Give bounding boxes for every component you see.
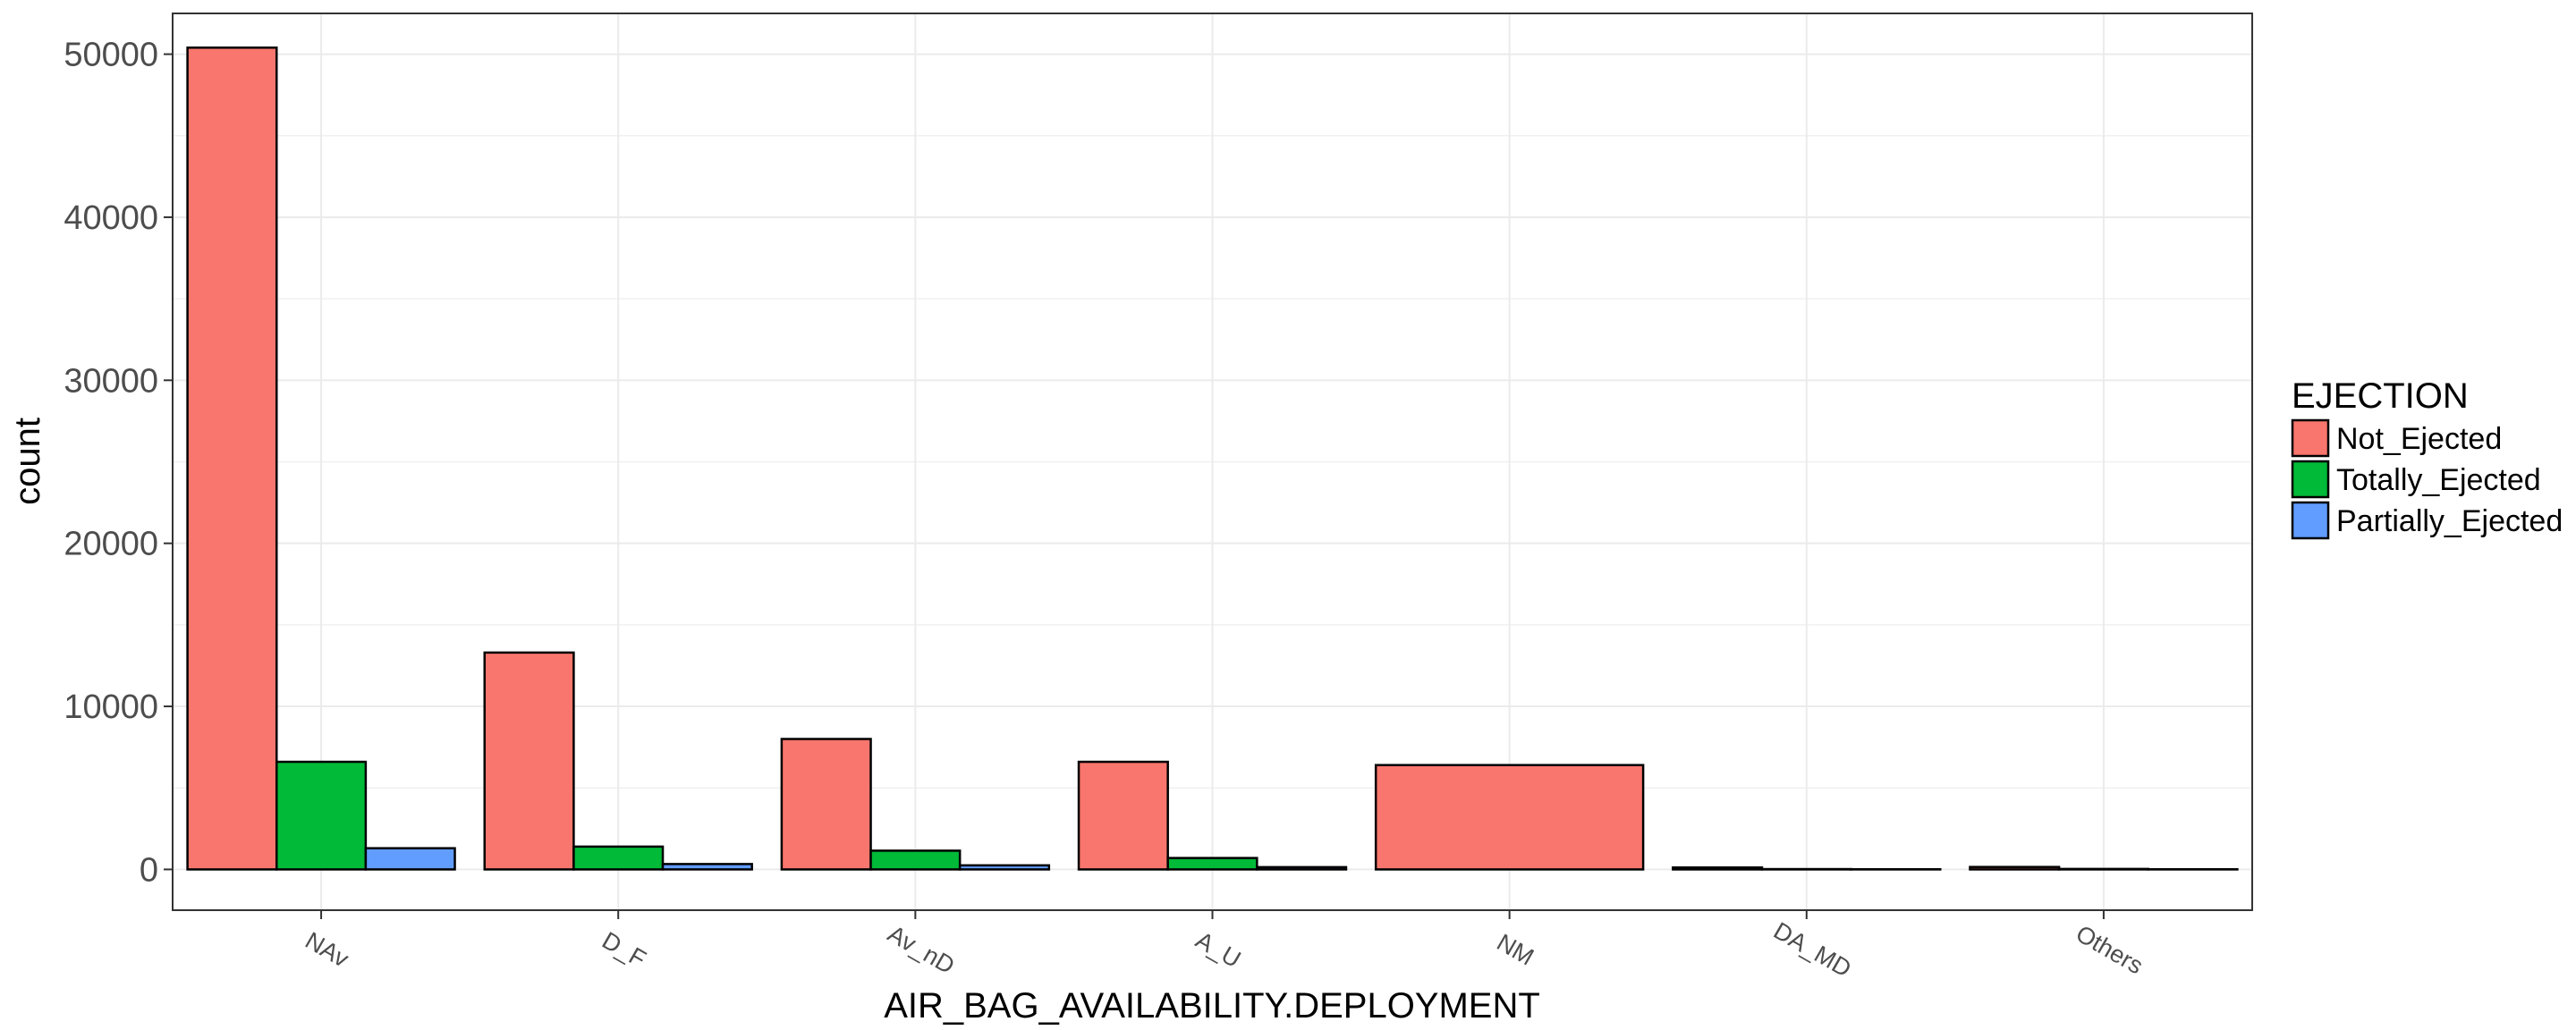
bar-av-nd-not-ejected <box>780 738 872 871</box>
bar-nav-totally-ejected <box>275 760 368 871</box>
x-axis: NAv D_F Av_nD A_U NM DA_MD Others <box>301 910 2148 983</box>
grid-lines <box>173 13 2252 910</box>
legend-swatch-totally-ejected <box>2291 460 2330 499</box>
bar-a-u-partially-ejected <box>1256 865 1348 871</box>
bar-av-nd-partially-ejected <box>958 864 1051 871</box>
bar-nav-partially-ejected <box>364 847 456 871</box>
x-tick-label: A_U <box>1191 926 1245 973</box>
bar-nm-not-ejected <box>1374 764 1645 871</box>
x-tick-label: D_F <box>597 926 650 972</box>
legend-swatch-partially-ejected <box>2291 501 2330 540</box>
y-axis: 0 10000 20000 30000 40000 50000 <box>64 37 173 889</box>
legend: EJECTION Not_Ejected Totally_Ejected Parti… <box>2291 376 2563 540</box>
legend-swatch-not-ejected <box>2291 418 2330 458</box>
x-axis-title: AIR_BAG_AVAILABILITY.DEPLOYMENT <box>884 986 1540 1026</box>
y-axis-title: count <box>8 418 47 505</box>
bar-others-totally-ejected <box>2057 867 2150 871</box>
legend-label-totally-ejected: Totally_Ejected <box>2336 463 2541 497</box>
x-tick-label: DA_MD <box>1769 917 1856 983</box>
bars <box>186 46 2239 871</box>
bar-da-md-not-ejected <box>1672 865 1764 871</box>
y-tick-label: 50000 <box>64 37 158 74</box>
legend-label-not-ejected: Not_Ejected <box>2336 422 2502 456</box>
x-tick-label: Av_nD <box>883 920 959 979</box>
bar-d-f-not-ejected <box>483 651 575 871</box>
bar-av-nd-totally-ejected <box>869 849 962 871</box>
y-tick-label: 30000 <box>64 362 158 400</box>
x-tick-label: NAv <box>301 927 353 973</box>
legend-label-partially-ejected: Partially_Ejected <box>2336 504 2563 538</box>
x-tick-label: NM <box>1492 929 1538 971</box>
y-tick-label: 20000 <box>64 526 158 563</box>
y-tick-label: 0 <box>140 851 158 889</box>
bar-a-u-not-ejected <box>1077 760 1169 871</box>
bar-a-u-totally-ejected <box>1166 857 1258 871</box>
y-tick-label: 10000 <box>64 688 158 726</box>
y-tick-label: 40000 <box>64 199 158 237</box>
x-tick-label: Others <box>2072 920 2148 979</box>
bar-others-not-ejected <box>1969 865 2061 871</box>
legend-title: EJECTION <box>2292 376 2469 416</box>
bar-d-f-totally-ejected <box>572 845 665 871</box>
bar-d-f-partially-ejected <box>661 863 753 871</box>
bar-nav-not-ejected <box>186 46 278 871</box>
